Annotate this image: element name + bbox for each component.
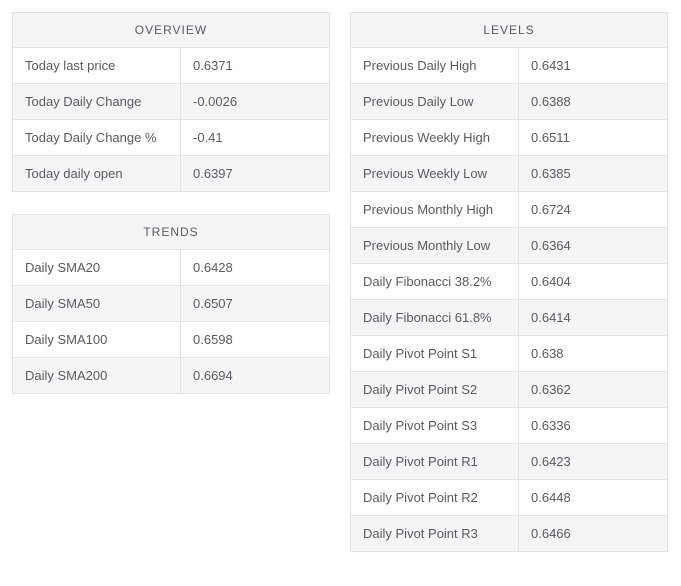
levels-value: 0.6336 [519, 408, 668, 444]
overview-label: Today last price [13, 48, 181, 84]
trends-row: Daily SMA500.6507 [13, 286, 330, 322]
trends-row: Daily SMA2000.6694 [13, 358, 330, 394]
levels-value: 0.638 [519, 336, 668, 372]
levels-label: Daily Fibonacci 61.8% [351, 300, 519, 336]
trends-value: 0.6428 [181, 250, 330, 286]
trends-value: 0.6507 [181, 286, 330, 322]
trends-label: Daily SMA50 [13, 286, 181, 322]
levels-table: LEVELS Previous Daily High0.6431Previous… [350, 12, 668, 552]
levels-value: 0.6404 [519, 264, 668, 300]
levels-row: Previous Monthly High0.6724 [351, 192, 668, 228]
levels-row: Daily Pivot Point R20.6448 [351, 480, 668, 516]
levels-value: 0.6414 [519, 300, 668, 336]
levels-label: Daily Pivot Point S1 [351, 336, 519, 372]
overview-label: Today Daily Change % [13, 120, 181, 156]
trends-row: Daily SMA1000.6598 [13, 322, 330, 358]
levels-value: 0.6388 [519, 84, 668, 120]
levels-value: 0.6466 [519, 516, 668, 552]
levels-label: Previous Monthly Low [351, 228, 519, 264]
levels-label: Daily Pivot Point R2 [351, 480, 519, 516]
overview-value: 0.6397 [181, 156, 330, 192]
overview-title: OVERVIEW [13, 13, 330, 48]
levels-row: Daily Fibonacci 61.8%0.6414 [351, 300, 668, 336]
levels-value: 0.6724 [519, 192, 668, 228]
levels-label: Daily Pivot Point R1 [351, 444, 519, 480]
trends-table: TRENDS Daily SMA200.6428Daily SMA500.650… [12, 214, 330, 394]
levels-value: 0.6385 [519, 156, 668, 192]
trends-title: TRENDS [13, 215, 330, 250]
overview-row: Today Daily Change %-0.41 [13, 120, 330, 156]
levels-row: Previous Weekly Low0.6385 [351, 156, 668, 192]
levels-label: Daily Pivot Point R3 [351, 516, 519, 552]
levels-label: Daily Fibonacci 38.2% [351, 264, 519, 300]
levels-row: Daily Pivot Point R10.6423 [351, 444, 668, 480]
levels-label: Previous Daily Low [351, 84, 519, 120]
levels-row: Daily Pivot Point S10.638 [351, 336, 668, 372]
levels-value: 0.6364 [519, 228, 668, 264]
levels-label: Daily Pivot Point S3 [351, 408, 519, 444]
levels-value: 0.6431 [519, 48, 668, 84]
overview-value: -0.41 [181, 120, 330, 156]
levels-label: Previous Monthly High [351, 192, 519, 228]
levels-value: 0.6362 [519, 372, 668, 408]
overview-label: Today Daily Change [13, 84, 181, 120]
trends-label: Daily SMA200 [13, 358, 181, 394]
levels-label: Previous Daily High [351, 48, 519, 84]
overview-value: 0.6371 [181, 48, 330, 84]
levels-value: 0.6511 [519, 120, 668, 156]
trends-value: 0.6598 [181, 322, 330, 358]
levels-row: Daily Pivot Point S30.6336 [351, 408, 668, 444]
trends-label: Daily SMA20 [13, 250, 181, 286]
overview-row: Today Daily Change-0.0026 [13, 84, 330, 120]
overview-label: Today daily open [13, 156, 181, 192]
levels-row: Daily Fibonacci 38.2%0.6404 [351, 264, 668, 300]
levels-row: Previous Monthly Low0.6364 [351, 228, 668, 264]
levels-label: Daily Pivot Point S2 [351, 372, 519, 408]
levels-value: 0.6423 [519, 444, 668, 480]
levels-row: Daily Pivot Point S20.6362 [351, 372, 668, 408]
levels-row: Previous Weekly High0.6511 [351, 120, 668, 156]
levels-row: Previous Daily Low0.6388 [351, 84, 668, 120]
levels-label: Previous Weekly Low [351, 156, 519, 192]
levels-label: Previous Weekly High [351, 120, 519, 156]
trends-value: 0.6694 [181, 358, 330, 394]
overview-row: Today daily open0.6397 [13, 156, 330, 192]
trends-row: Daily SMA200.6428 [13, 250, 330, 286]
overview-row: Today last price0.6371 [13, 48, 330, 84]
levels-value: 0.6448 [519, 480, 668, 516]
overview-table: OVERVIEW Today last price0.6371Today Dai… [12, 12, 330, 192]
overview-value: -0.0026 [181, 84, 330, 120]
levels-title: LEVELS [351, 13, 668, 48]
levels-row: Previous Daily High0.6431 [351, 48, 668, 84]
levels-row: Daily Pivot Point R30.6466 [351, 516, 668, 552]
trends-label: Daily SMA100 [13, 322, 181, 358]
